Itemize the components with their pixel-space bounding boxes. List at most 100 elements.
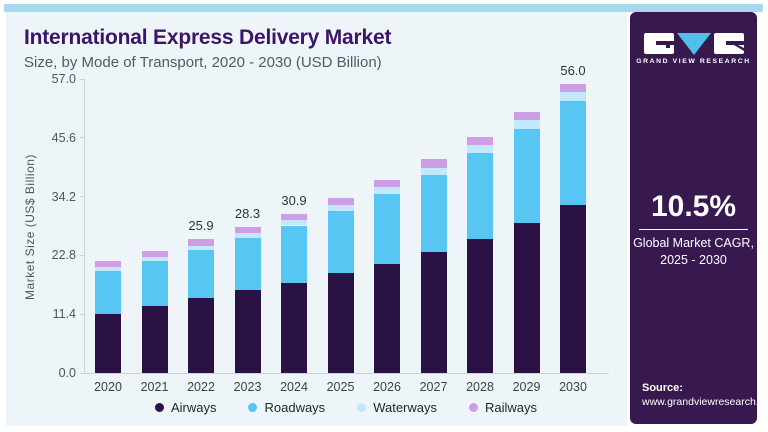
x-tick-label-2024: 2024 <box>280 380 308 394</box>
x-tick-label-2025: 2025 <box>326 380 355 394</box>
gvr-logo-icon <box>630 32 757 56</box>
bar-segment-roadways-2026 <box>374 193 400 264</box>
y-tick-label: 45.6 <box>51 130 76 145</box>
legend-item-waterways: Waterways <box>357 400 437 415</box>
y-tick-mark <box>80 78 85 80</box>
bar-total-label-2023: 28.3 <box>234 206 261 222</box>
bar-segment-railways-2022 <box>188 239 214 246</box>
bar-segment-roadways-2023 <box>234 238 261 291</box>
bar-segment-airways-2020 <box>95 313 121 373</box>
bar-segment-railways-2024 <box>281 213 307 221</box>
bar-segment-roadways-2022 <box>188 250 214 299</box>
legend-dot-railways <box>469 403 478 412</box>
plot-area: 0.0 11.4 22.8 34.2 45.6 57.0 2020 2021 25.9 2022 2… <box>52 63 609 394</box>
cagr-value: 10.5% <box>650 190 737 223</box>
legend-label: Airways <box>170 400 217 415</box>
source-block: Source: www.grandviewresearch.com <box>642 382 768 408</box>
bar-segment-waterways-2026 <box>374 187 400 194</box>
x-tick-label-2026: 2026 <box>373 380 401 394</box>
bar-segment-waterways-2028 <box>467 145 493 154</box>
brand-name: GRAND VIEW RESEARCH <box>636 58 751 65</box>
bar-segment-waterways-2024 <box>281 220 307 226</box>
bar-segment-waterways-2027 <box>420 167 447 175</box>
bar-segment-railways-2020 <box>95 260 121 268</box>
bar-segment-airways-2023 <box>234 290 261 373</box>
bar-segment-roadways-2030 <box>560 101 586 206</box>
cagr-divider <box>639 229 748 230</box>
bar-segment-airways-2021 <box>141 306 168 373</box>
y-tick-mark <box>80 313 85 315</box>
bar-segment-waterways-2025 <box>327 204 354 211</box>
legend-dot-airways <box>154 403 164 412</box>
bar-total-label-2022: 25.9 <box>188 218 214 234</box>
bar-segment-roadways-2024 <box>281 225 307 284</box>
bar-segment-roadways-2028 <box>467 153 493 239</box>
bar-segment-waterways-2021 <box>141 256 168 262</box>
source-url: www.grandviewresearch.com <box>642 396 768 408</box>
bar-segment-airways-2030 <box>560 205 586 373</box>
bar-segment-airways-2026 <box>374 263 400 373</box>
legend-dot-waterways <box>357 403 367 412</box>
legend-label: Waterways <box>373 400 437 415</box>
y-axis-title: Market Size (US$ Billion) <box>23 154 37 300</box>
y-tick-label: 34.2 <box>51 189 76 204</box>
bar-total-label-2024: 30.9 <box>281 192 307 208</box>
bar-segment-roadways-2025 <box>327 210 354 274</box>
bar-segment-airways-2022 <box>188 298 214 373</box>
x-tick-label-2022: 2022 <box>187 380 215 394</box>
bar-segment-roadways-2027 <box>420 174 447 253</box>
bar-segment-airways-2029 <box>513 222 540 373</box>
bar-segment-railways-2029 <box>513 112 540 121</box>
page-subtitle: Size, by Mode of Transport, 2020 - 2030 … <box>24 54 382 71</box>
x-tick-label-2029: 2029 <box>512 380 541 394</box>
legend-item-airways: Airways <box>154 400 217 415</box>
bar-segment-railways-2027 <box>420 159 447 168</box>
x-tick-label-2021: 2021 <box>140 380 169 394</box>
legend-item-railways: Railways <box>469 400 537 415</box>
y-tick-mark <box>80 137 85 139</box>
bar-segment-waterways-2030 <box>560 92 586 102</box>
bar-segment-railways-2025 <box>327 197 354 205</box>
bar-segment-airways-2024 <box>281 283 307 373</box>
y-tick-mark <box>80 372 85 374</box>
bar-segment-waterways-2023 <box>234 233 261 239</box>
bar-segment-railways-2030 <box>560 84 586 93</box>
page-title: International Express Delivery Market <box>24 26 392 49</box>
bar-total-label-2030: 56.0 <box>560 63 586 79</box>
bar-segment-roadways-2021 <box>141 261 168 307</box>
bar-segment-railways-2021 <box>141 250 168 257</box>
bar-segment-roadways-2020 <box>95 271 121 314</box>
bar-segment-waterways-2020 <box>95 267 121 272</box>
cagr-label-line1: Global Market CAGR, <box>633 236 754 250</box>
bar-segment-airways-2028 <box>467 238 493 373</box>
x-tick-label-2030: 2030 <box>559 380 587 394</box>
brand-panel: GRAND VIEW RESEARCH 10.5% Global Market … <box>630 12 768 424</box>
x-tick-label-2027: 2027 <box>419 380 448 394</box>
bar-segment-roadways-2029 <box>513 129 540 223</box>
legend-dot-roadways <box>248 403 258 412</box>
top-accent-strip <box>4 4 763 12</box>
x-tick-label-2020: 2020 <box>94 380 122 394</box>
y-tick-label: 11.4 <box>52 307 76 322</box>
bar-segment-waterways-2029 <box>513 120 540 130</box>
y-tick-mark <box>80 196 85 198</box>
bar-segment-railways-2026 <box>374 179 400 188</box>
y-tick-label: 57.0 <box>51 72 76 86</box>
source-label: Source: <box>642 382 683 394</box>
chart-card: International Express Delivery Market Si… <box>6 12 627 426</box>
x-tick-label-2023: 2023 <box>233 380 262 394</box>
bar-segment-railways-2028 <box>467 136 493 146</box>
y-tick-mark <box>80 254 85 256</box>
bar-segment-railways-2023 <box>234 227 261 234</box>
chart-legend: Airways Roadways Waterways Railways <box>84 400 608 415</box>
legend-label: Railways <box>485 400 538 415</box>
y-tick-label: 22.8 <box>51 248 76 263</box>
legend-label: Roadways <box>264 400 326 415</box>
y-tick-label: 0.0 <box>58 366 76 380</box>
bar-segment-waterways-2022 <box>188 245 214 251</box>
x-tick-label-2028: 2028 <box>466 380 494 394</box>
bar-segment-airways-2025 <box>327 273 354 373</box>
bar-segment-airways-2027 <box>420 252 447 373</box>
legend-item-roadways: Roadways <box>248 400 325 415</box>
